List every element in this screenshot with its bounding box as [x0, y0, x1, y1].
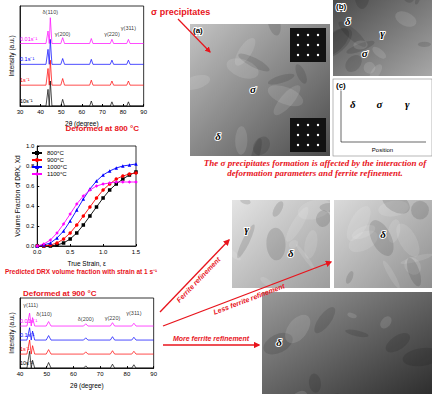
svg-text:Less ferrite refinement: Less ferrite refinement: [212, 282, 286, 316]
svg-text:True Strain, ε: True Strain, ε: [67, 260, 106, 267]
svg-text:Deformed at 900 °C: Deformed at 900 °C: [23, 289, 97, 298]
svg-text:δ: δ: [380, 228, 386, 240]
svg-text:δ: δ: [288, 247, 294, 259]
svg-text:1s⁻¹: 1s⁻¹: [20, 346, 30, 352]
svg-text:70: 70: [97, 371, 104, 377]
svg-text:More ferrite refinement: More ferrite refinement: [173, 335, 250, 342]
svg-text:50: 50: [58, 109, 65, 115]
svg-text:δ: δ: [350, 98, 356, 110]
svg-text:0.0: 0.0: [25, 243, 35, 249]
svg-text:800°C: 800°C: [47, 150, 64, 156]
svg-text:50: 50: [43, 371, 50, 377]
svg-text:δ: δ: [345, 15, 351, 27]
svg-text:Deformed at 800 °C: Deformed at 800 °C: [66, 124, 140, 133]
svg-text:10s⁻¹: 10s⁻¹: [20, 360, 33, 366]
svg-text:10s⁻¹: 10s⁻¹: [20, 98, 33, 104]
svg-text:σ precipitates: σ precipitates: [151, 7, 210, 17]
svg-text:80: 80: [120, 109, 127, 115]
svg-text:γ(311): γ(311): [121, 25, 136, 31]
svg-text:δ(110): δ(110): [43, 9, 59, 15]
svg-text:90: 90: [140, 109, 147, 115]
svg-text:(a): (a): [193, 26, 203, 35]
svg-text:γ(220): γ(220): [105, 315, 121, 321]
svg-text:0.01s⁻¹: 0.01s⁻¹: [20, 318, 37, 324]
svg-text:0.6: 0.6: [26, 183, 35, 189]
svg-text:γ(220): γ(220): [104, 31, 120, 37]
svg-text:1.5: 1.5: [132, 249, 141, 255]
svg-text:Ferrite refinement: Ferrite refinement: [175, 255, 222, 303]
svg-text:90: 90: [150, 371, 157, 377]
svg-text:γ: γ: [405, 98, 410, 110]
svg-text:Volume Fraction of DRX, Xd: Volume Fraction of DRX, Xd: [14, 155, 21, 237]
svg-text:0.1s⁻¹: 0.1s⁻¹: [20, 332, 34, 338]
svg-text:0.0: 0.0: [33, 249, 42, 255]
svg-text:70: 70: [99, 109, 106, 115]
svg-text:σ: σ: [362, 47, 369, 59]
svg-text:σ: σ: [377, 98, 384, 110]
svg-text:δ: δ: [276, 336, 282, 348]
svg-text:0.4: 0.4: [26, 203, 35, 209]
svg-text:40: 40: [37, 109, 44, 115]
svg-text:1100°C: 1100°C: [47, 171, 67, 177]
svg-text:1.0: 1.0: [99, 249, 108, 255]
svg-text:Intensity (a.u.): Intensity (a.u.): [8, 312, 16, 353]
svg-text:γ(311): γ(311): [126, 310, 141, 316]
svg-text:(c): (c): [336, 81, 346, 90]
svg-text:0.5: 0.5: [66, 249, 75, 255]
html-text:The σ precipitates formation i: The σ precipitates formation is affected…: [203, 158, 427, 178]
svg-text:γ(111): γ(111): [23, 302, 38, 308]
svg-text:δ(200): δ(200): [78, 316, 94, 322]
svg-text:30: 30: [17, 109, 24, 115]
svg-text:0.8: 0.8: [25, 163, 35, 169]
svg-text:δ(110): δ(110): [36, 311, 52, 317]
svg-text:2θ (degree): 2θ (degree): [70, 382, 104, 390]
svg-text:(b): (b): [336, 2, 347, 11]
svg-text:0.01s⁻¹: 0.01s⁻¹: [20, 36, 37, 42]
svg-text:80: 80: [124, 371, 131, 377]
svg-text:Predicted DRX volume fraction: Predicted DRX volume fraction with strai…: [5, 268, 157, 275]
svg-text:1000°C: 1000°C: [47, 164, 68, 170]
svg-text:δ: δ: [215, 130, 221, 142]
svg-text:40: 40: [17, 371, 24, 377]
svg-text:Position: Position: [372, 147, 393, 153]
svg-text:0.2: 0.2: [26, 223, 35, 229]
svg-text:60: 60: [78, 109, 85, 115]
svg-text:900°C: 900°C: [47, 157, 64, 163]
svg-text:σ: σ: [250, 83, 257, 95]
svg-text:γ(200): γ(200): [55, 31, 71, 37]
svg-text:γ: γ: [380, 27, 385, 39]
svg-text:1.0: 1.0: [26, 143, 35, 149]
svg-text:γ: γ: [244, 223, 249, 235]
svg-text:Intensity (a.u.): Intensity (a.u.): [8, 35, 16, 76]
svg-text:1s⁻¹: 1s⁻¹: [20, 77, 30, 83]
svg-text:0.1s⁻¹: 0.1s⁻¹: [20, 56, 34, 62]
svg-text:60: 60: [70, 371, 77, 377]
